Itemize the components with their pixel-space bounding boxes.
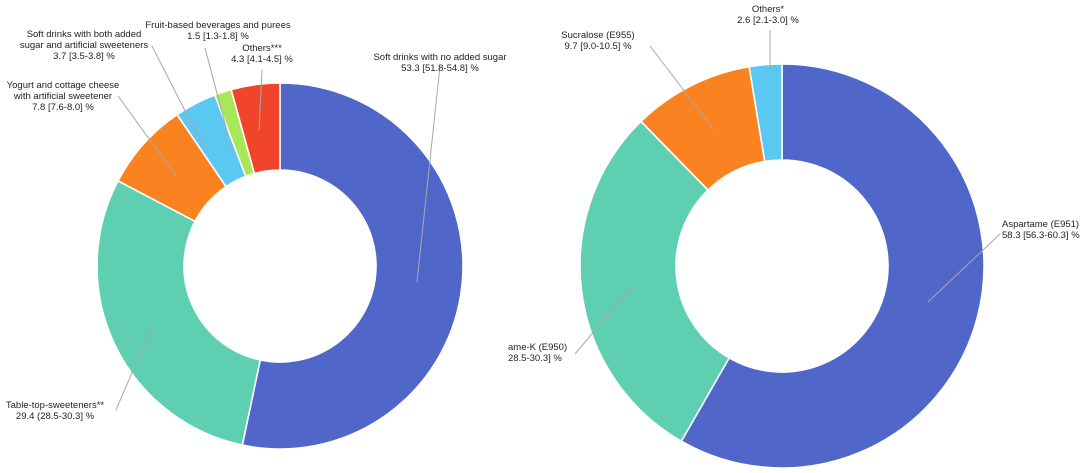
slice-1-2 [96, 179, 262, 447]
slice-label-2-2: ame-K (E950) [508, 342, 567, 353]
leader-line-1-3 [117, 95, 177, 177]
leader-line-1-1 [416, 65, 441, 283]
slice-value-2-4: 2.6 [2.1-3.0] % [737, 15, 799, 26]
slice-value-1-5: 1.5 [1.3-1.8] % [187, 31, 249, 42]
leader-line-2-1 [927, 233, 1001, 303]
slice-1-6 [230, 82, 281, 175]
leader-line-1-5 [204, 47, 233, 151]
slice-value-2-3: 9.7 [9.0-10.5] % [564, 41, 632, 52]
leader-line-1-4 [151, 45, 206, 151]
slice-value-2-2: 28.5-30.3] % [508, 353, 562, 364]
leader-line-2-3 [649, 45, 715, 131]
slice-2-2 [579, 120, 731, 443]
slice-label-1-2: Table-top-sweeteners** [6, 400, 105, 411]
leader-line-1-6 [258, 69, 263, 131]
slice-label-1-6: Others*** [242, 43, 282, 54]
slice-value-1-4: 3.7 [3.5-3.8] % [53, 51, 115, 62]
donut-chart-2: Aspartame (E951)58.3 [56.3-60.3] % ame-K … [508, 4, 1080, 469]
slice-label-2-4: Others* [752, 4, 785, 15]
slice-label-1-3: Yogurt and cottage cheese with artificial… [7, 80, 120, 102]
slice-value-1-2: 29.4 (28.5-30.3] % [16, 411, 95, 422]
slice-label-2-3: Sucralose (E955) [561, 30, 634, 41]
slice-label-1-1: Soft drinks with no added sugar [373, 52, 506, 63]
slice-value-1-1: 53.3 [51.8-54.8] % [401, 63, 479, 74]
slice-label-1-5: Fruit-based beverages and purees [145, 20, 290, 31]
slice-value-2-1: 58.3 [56.3-60.3] % [1002, 230, 1080, 241]
slice-label-1-4: Soft drinks with both added sugar and art… [20, 29, 149, 51]
slice-2-4 [748, 63, 783, 163]
slice-2-1 [680, 63, 985, 469]
leader-line-2-2 [574, 285, 633, 355]
leader-line-1-2 [115, 325, 153, 411]
slice-label-2-1: Aspartame (E951) [1002, 219, 1079, 230]
slice-value-1-3: 7.8 [7.6-8.0] % [32, 102, 94, 113]
slice-value-1-6: 4.3 [4.1-4.5] % [231, 54, 293, 65]
